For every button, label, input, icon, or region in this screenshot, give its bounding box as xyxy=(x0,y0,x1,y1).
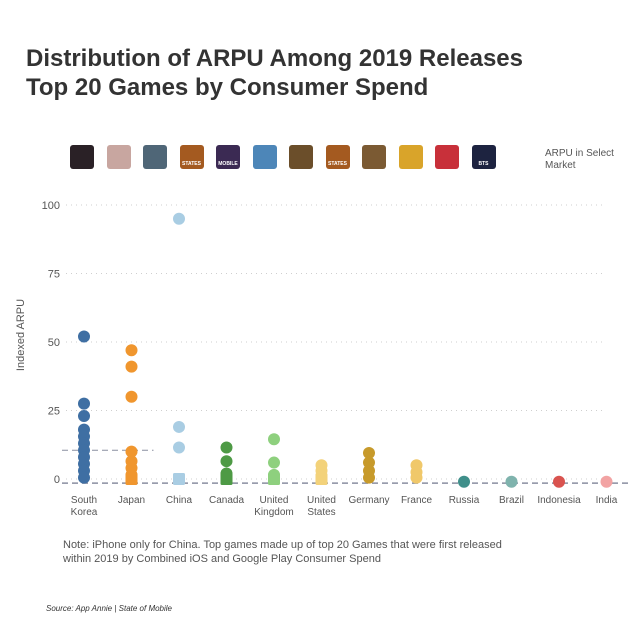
data-point-2-1 xyxy=(173,420,185,433)
data-point-0-2 xyxy=(78,409,90,422)
data-point-5-3 xyxy=(315,473,328,485)
title-line-2: Top 20 Games by Consumer Spend xyxy=(26,74,429,101)
source-credit: Source: App Annie | State of Mobile xyxy=(46,604,173,613)
game-icon-1 xyxy=(70,145,94,169)
x-tick-label-6-line-1: Germany xyxy=(348,495,389,506)
data-point-3-0 xyxy=(220,441,233,454)
data-point-1-1 xyxy=(125,360,138,373)
x-tick-label-7-line-1: France xyxy=(401,495,433,506)
y-tick-label-25: 25 xyxy=(48,406,60,418)
x-tick-label-11: India xyxy=(596,495,618,506)
footnote: Note: iPhone only for China. Top games m… xyxy=(63,538,593,566)
x-tick-label-8: Russia xyxy=(449,495,480,506)
x-tick-label-2-line-1: China xyxy=(166,495,193,506)
data-point-6-3 xyxy=(363,471,375,484)
data-point-2-3 xyxy=(173,473,185,485)
x-tick-label-4-line-2: Kingdom xyxy=(254,507,293,518)
y-tick-label-50: 50 xyxy=(48,337,60,349)
x-tick-label-4-line-1: United xyxy=(260,495,289,506)
data-point-1-7 xyxy=(125,473,138,485)
data-point-1-2 xyxy=(125,390,138,403)
x-tick-label-0-line-1: South xyxy=(71,495,97,506)
legend-label-line-1: ARPU in Select xyxy=(545,148,614,159)
game-icon-3 xyxy=(143,145,167,169)
data-point-3-3 xyxy=(220,473,233,485)
data-point-7-2 xyxy=(410,471,423,484)
footnote-line-2: within 2019 by Combined iOS and Google P… xyxy=(63,553,381,565)
x-tick-label-7: France xyxy=(401,495,433,506)
game-icon-5-label: MOBILE xyxy=(218,161,238,167)
title-line-1: Distribution of ARPU Among 2019 Releases xyxy=(26,45,523,72)
data-point-9-0 xyxy=(505,475,518,488)
game-icon-12-label: BTS xyxy=(478,161,489,167)
x-tick-label-9: Brazil xyxy=(499,495,524,506)
x-tick-label-0-line-2: Korea xyxy=(71,507,98,518)
game-icon-8-label: STATES xyxy=(328,161,347,167)
y-tick-label-0: 0 xyxy=(54,474,60,486)
x-tick-label-10-line-1: Indonesia xyxy=(537,495,581,506)
data-point-4-0 xyxy=(268,433,280,446)
data-point-2-0 xyxy=(173,212,185,225)
x-tick-label-5-line-1: United xyxy=(307,495,336,506)
game-icon-5: MOBILE xyxy=(216,145,240,169)
y-tick-label-100: 100 xyxy=(42,200,60,212)
x-tick-label-1-line-1: Japan xyxy=(118,495,145,506)
legend-label: ARPU in Select Market xyxy=(545,148,635,172)
data-point-0-0 xyxy=(78,330,90,343)
game-icon-10 xyxy=(398,145,423,169)
game-icon-6 xyxy=(252,145,277,169)
data-point-10-0 xyxy=(553,475,565,488)
data-point-2-2 xyxy=(173,441,185,454)
game-icon-7 xyxy=(289,145,313,169)
chart-title: Distribution of ARPU Among 2019 Releases… xyxy=(26,44,523,102)
x-tick-label-0: South Korea xyxy=(71,495,98,518)
y-tick-label-75: 75 xyxy=(48,269,60,281)
x-tick-label-9-line-1: Brazil xyxy=(499,495,524,506)
game-icon-row: STATES MOBILE STATES BTS xyxy=(70,145,530,169)
data-point-6-0 xyxy=(363,446,375,459)
x-tick-label-3-line-1: Canada xyxy=(209,495,244,506)
data-point-0-10 xyxy=(78,471,90,484)
x-tick-label-6: Germany xyxy=(348,495,389,506)
x-tick-label-11-line-1: India xyxy=(596,495,618,506)
x-tick-label-10: Indonesia xyxy=(537,495,581,506)
data-point-8-0 xyxy=(458,475,470,488)
game-icon-4: STATES xyxy=(179,145,204,169)
game-icon-8: STATES xyxy=(325,145,350,169)
data-point-1-0 xyxy=(125,344,138,357)
game-icon-12: BTS xyxy=(471,145,496,169)
x-tick-label-1: Japan xyxy=(118,495,145,506)
legend-label-line-2: Market xyxy=(545,160,576,171)
data-point-1-3 xyxy=(125,445,138,458)
data-point-6-1 xyxy=(363,456,375,469)
game-icon-9 xyxy=(362,145,386,169)
x-tick-label-5: United States xyxy=(307,495,336,518)
data-point-0-1 xyxy=(78,397,90,410)
x-tick-label-3: Canada xyxy=(209,495,244,506)
x-tick-label-8-line-1: Russia xyxy=(449,495,480,506)
footnote-line-1: Note: iPhone only for China. Top games m… xyxy=(63,539,502,551)
x-tick-label-4: United Kingdom xyxy=(254,495,293,518)
game-icon-4-label: STATES xyxy=(182,161,201,167)
game-icon-2 xyxy=(106,145,131,169)
data-point-11-0 xyxy=(600,475,613,488)
y-axis-title: Indexed ARPU xyxy=(15,299,27,371)
data-point-4-3 xyxy=(268,473,280,485)
data-point-4-1 xyxy=(268,456,280,469)
x-tick-label-2: China xyxy=(166,495,193,506)
x-tick-label-5-line-2: States xyxy=(307,507,335,518)
data-point-3-1 xyxy=(220,455,233,468)
game-icon-11 xyxy=(435,145,459,169)
